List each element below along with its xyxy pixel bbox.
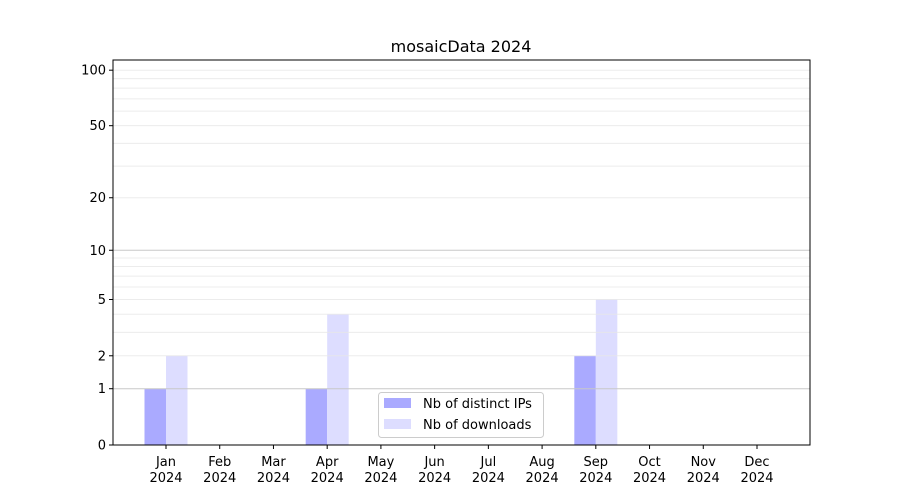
x-tick-label: Jan 2024	[149, 455, 182, 486]
y-tick-label: 100	[81, 64, 106, 79]
y-tick-label: 1	[98, 382, 106, 397]
y-tick-label: 2	[98, 349, 106, 364]
bar-distinct-ips	[574, 355, 596, 445]
x-tick-label: Apr 2024	[311, 455, 344, 486]
x-tick-label: Jun 2024	[418, 455, 451, 486]
chart-title: mosaicData 2024	[391, 37, 532, 56]
legend-box	[378, 392, 544, 438]
x-tick-label: Sep 2024	[579, 455, 612, 486]
legend-label: Nb of distinct IPs	[423, 397, 532, 412]
legend: Nb of distinct IPs Nb of downloads	[378, 392, 544, 438]
bar-downloads	[327, 314, 349, 445]
x-tick-label: Feb 2024	[203, 455, 236, 486]
x-tick-label: Dec 2024	[740, 455, 773, 486]
bar-distinct-ips	[144, 388, 166, 445]
x-tick-label: Mar 2024	[257, 455, 290, 486]
bar-downloads	[166, 355, 188, 445]
plot-frame	[112, 59, 811, 446]
y-tick-label: 5	[98, 293, 106, 308]
x-tick-label: Oct 2024	[633, 455, 666, 486]
x-tick-label: Nov 2024	[687, 455, 720, 486]
x-tick-label: Jul 2024	[472, 455, 505, 486]
bar-downloads	[595, 299, 618, 445]
bar-distinct-ips	[305, 388, 328, 445]
y-tick-label: 10	[89, 244, 106, 259]
legend-swatch	[384, 398, 411, 408]
y-tick-label: 0	[98, 439, 106, 454]
x-tick-label: May 2024	[364, 455, 397, 486]
legend-label: Nb of downloads	[423, 418, 532, 433]
x-tick-label: Aug 2024	[526, 455, 559, 486]
y-tick-label: 50	[89, 119, 106, 134]
y-tick-label: 20	[89, 191, 106, 206]
legend-swatch	[384, 419, 411, 429]
